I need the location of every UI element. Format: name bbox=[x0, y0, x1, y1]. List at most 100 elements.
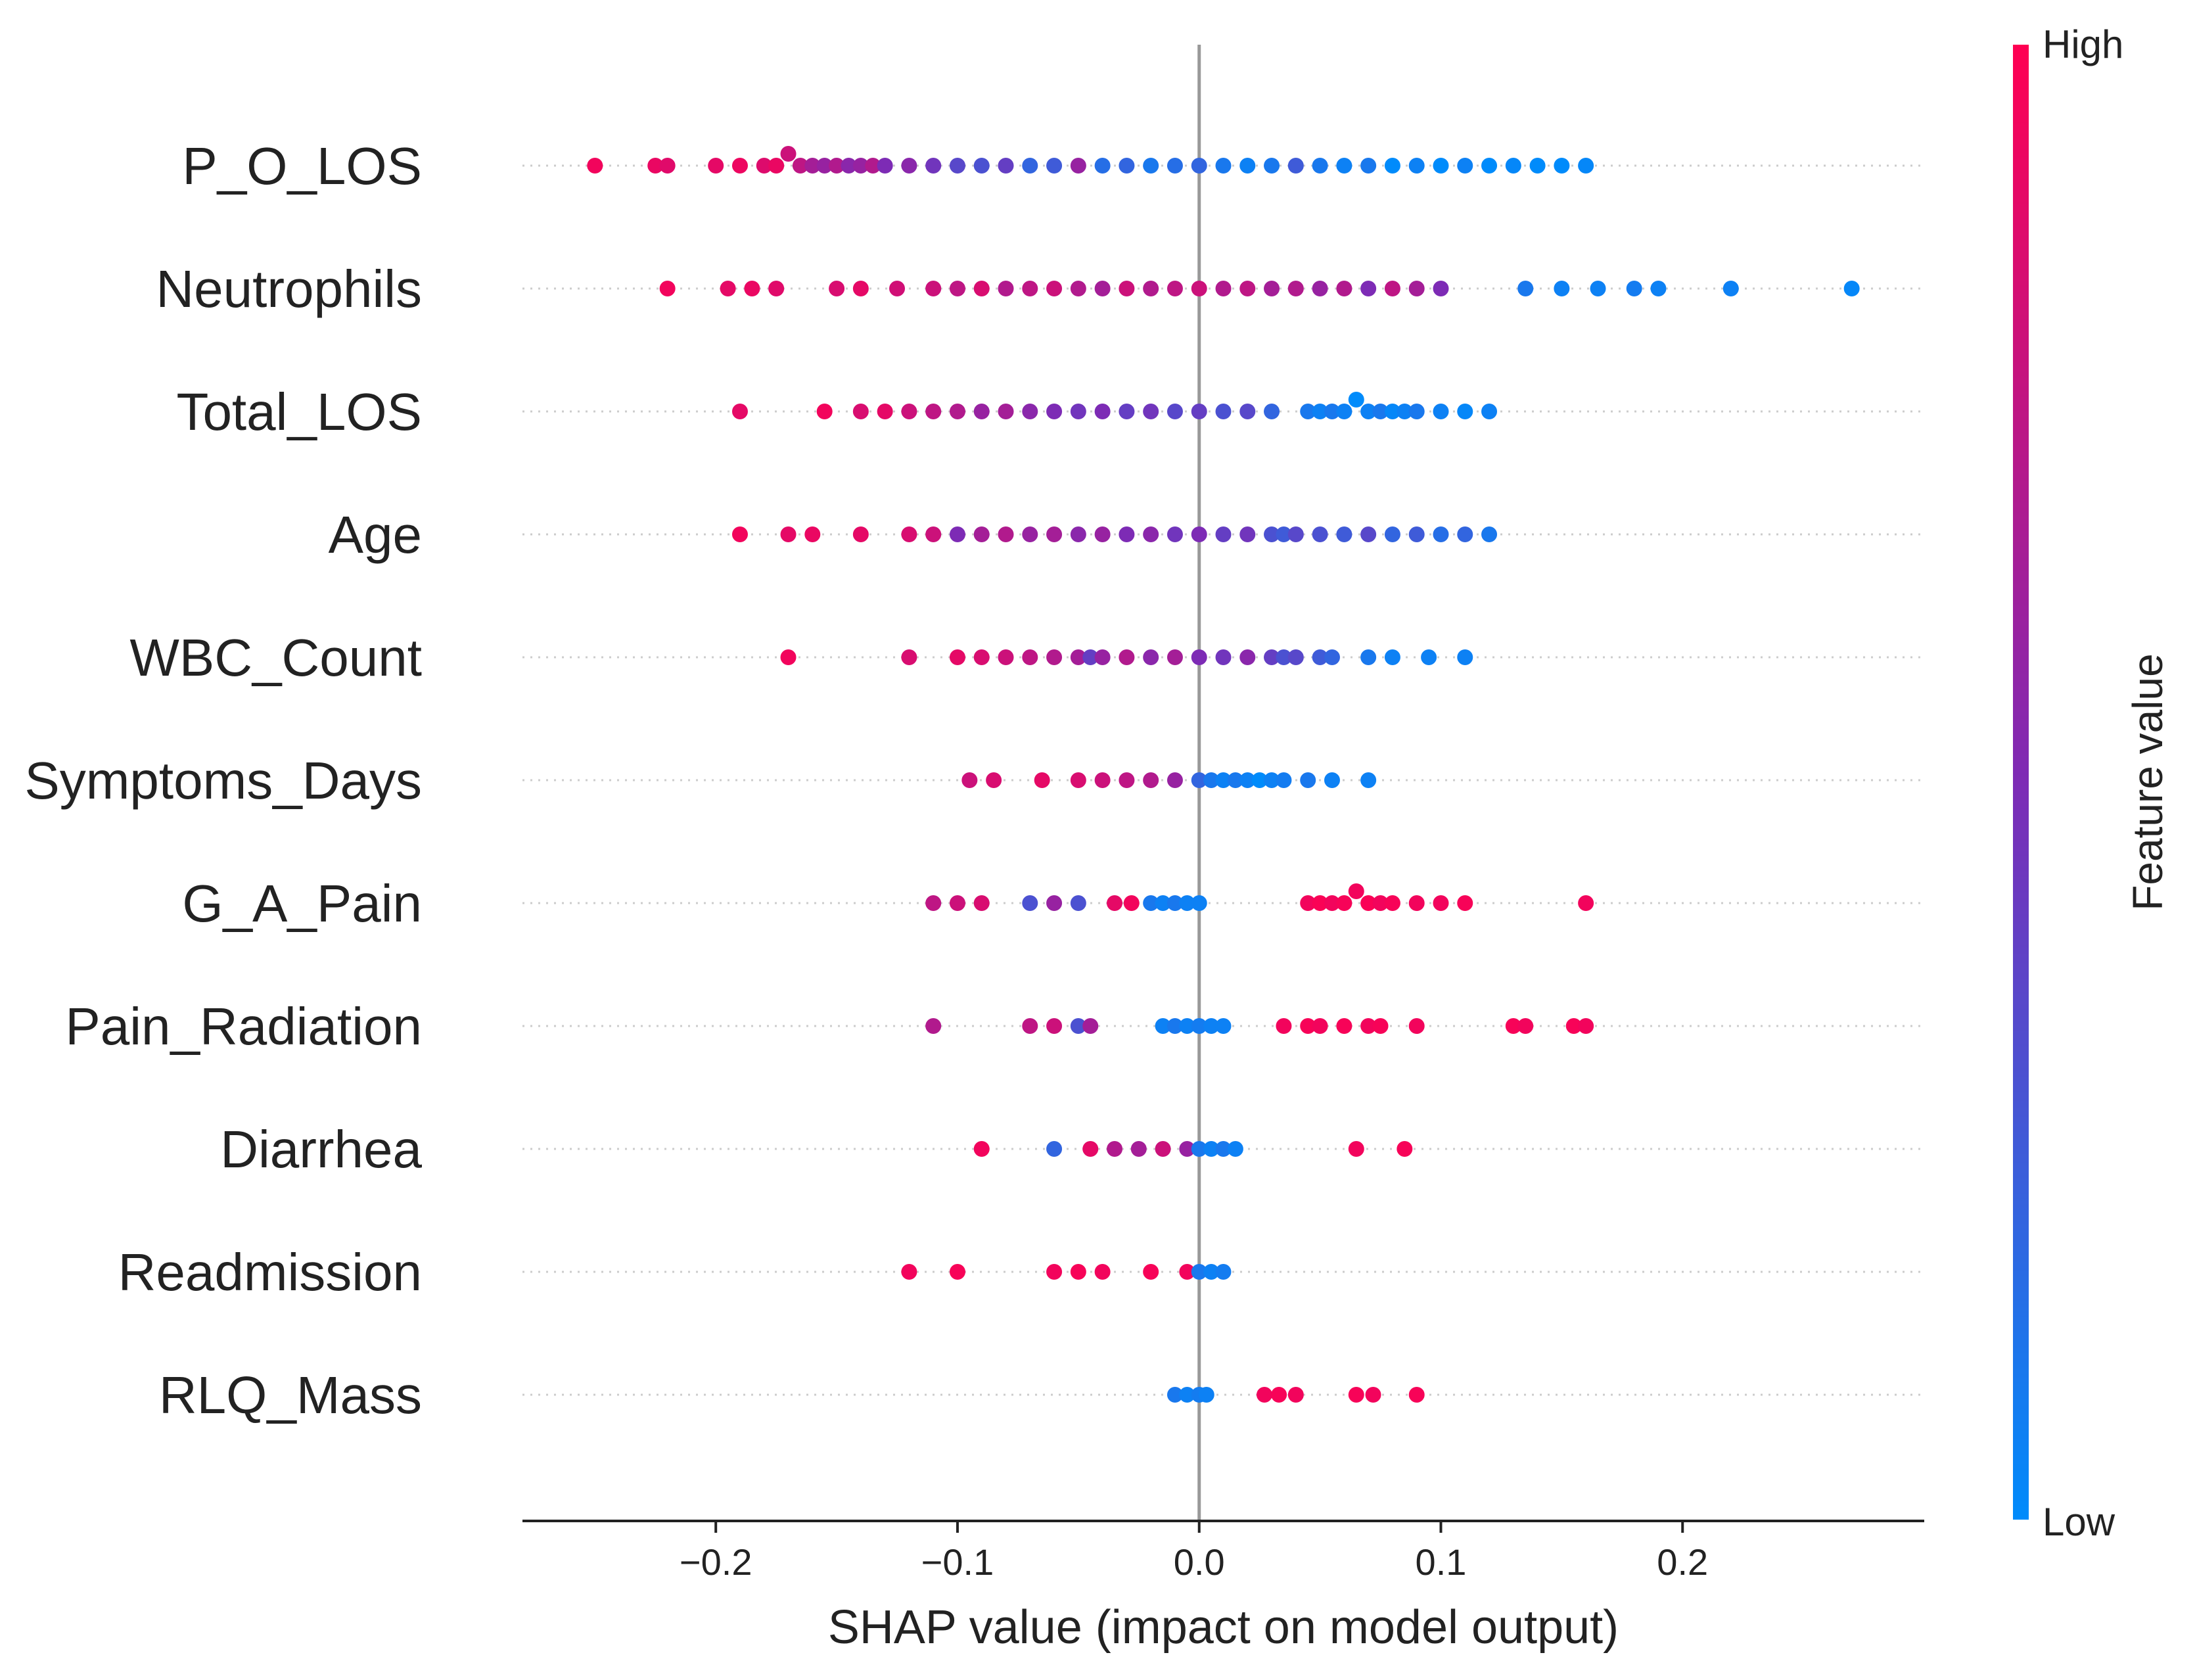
shap-dot bbox=[1397, 404, 1413, 419]
shap-dot bbox=[1300, 895, 1316, 911]
shap-dot bbox=[1384, 404, 1400, 419]
shap-dot bbox=[1179, 1141, 1195, 1157]
shap-dot bbox=[1094, 404, 1111, 419]
shap-dot bbox=[1271, 1387, 1287, 1403]
shap-dot bbox=[780, 649, 797, 665]
shap-dot bbox=[1094, 649, 1111, 665]
shap-dot bbox=[1046, 895, 1063, 911]
shap-dot bbox=[1119, 281, 1135, 296]
shap-dot bbox=[659, 158, 676, 174]
shap-dot bbox=[1408, 404, 1425, 419]
shap-dot bbox=[1167, 649, 1183, 665]
feature-label: RLQ_Mass bbox=[159, 1366, 422, 1424]
shap-dot bbox=[1384, 649, 1400, 665]
shap-dot bbox=[925, 526, 942, 542]
shap-dot bbox=[973, 649, 990, 665]
shap-dot bbox=[1276, 1018, 1292, 1034]
shap-dot bbox=[708, 158, 724, 174]
shap-dot bbox=[852, 404, 869, 419]
shap-dot bbox=[1179, 1018, 1195, 1034]
shap-dot bbox=[1191, 1141, 1207, 1157]
shap-dot bbox=[949, 281, 965, 296]
feature-labels: P_O_LOS Neutrophils Total_LOS Age WBC_Count S… bbox=[24, 137, 422, 1424]
shap-dot bbox=[1360, 895, 1377, 911]
colorbar-title: Feature value bbox=[2124, 653, 2171, 910]
shap-dot bbox=[1215, 649, 1232, 665]
shap-dot bbox=[1239, 404, 1256, 419]
colorbar-high-label: High bbox=[2043, 22, 2123, 66]
shap-dot bbox=[889, 281, 906, 296]
shap-dot bbox=[1348, 1387, 1364, 1403]
shap-dot bbox=[816, 158, 833, 174]
shap-dot bbox=[1215, 1018, 1232, 1034]
shap-dot bbox=[1022, 404, 1038, 419]
shap-dot bbox=[1046, 649, 1063, 665]
shap-dot bbox=[1529, 158, 1546, 174]
shap-dot bbox=[1312, 526, 1328, 542]
shap-dot bbox=[1046, 1264, 1063, 1280]
shap-dot bbox=[1517, 281, 1534, 296]
row-gridlines bbox=[522, 164, 1924, 1396]
shap-dot bbox=[792, 158, 808, 174]
shap-dot bbox=[1312, 1018, 1328, 1034]
shap-dot bbox=[1722, 281, 1739, 296]
shap-dot bbox=[1372, 1018, 1389, 1034]
shap-dot bbox=[1384, 158, 1400, 174]
shap-dot bbox=[829, 158, 845, 174]
shap-dot bbox=[1191, 772, 1207, 788]
shap-dot bbox=[1215, 772, 1232, 788]
shap-dot bbox=[829, 281, 845, 296]
shap-dot bbox=[1191, 649, 1207, 665]
shap-dot bbox=[1070, 649, 1086, 665]
feature-label: Pain_Radiation bbox=[65, 997, 422, 1056]
shap-dot bbox=[925, 158, 942, 174]
shap-dot bbox=[1119, 404, 1135, 419]
shap-dot bbox=[804, 158, 821, 174]
shap-dot bbox=[1324, 404, 1340, 419]
shap-dot bbox=[949, 158, 965, 174]
x-tick-label: 0.0 bbox=[1174, 1541, 1225, 1583]
shap-dot bbox=[949, 895, 965, 911]
shap-dot bbox=[1143, 158, 1159, 174]
shap-dot bbox=[1203, 1264, 1220, 1280]
shap-dot bbox=[1119, 526, 1135, 542]
shap-dot bbox=[587, 158, 603, 174]
shap-dot bbox=[1119, 158, 1135, 174]
shap-dot bbox=[1094, 526, 1111, 542]
shap-dot bbox=[901, 1264, 917, 1280]
shap-dot bbox=[1215, 526, 1232, 542]
shap-dot bbox=[1348, 392, 1364, 408]
shap-dot bbox=[1070, 895, 1086, 911]
x-tick-label: −0.1 bbox=[921, 1541, 994, 1583]
shap-dot bbox=[816, 404, 833, 419]
shap-dot bbox=[973, 1141, 990, 1157]
x-axis-title: SHAP value (impact on model output) bbox=[828, 1601, 1619, 1654]
shap-dot bbox=[1360, 1018, 1377, 1034]
shap-dot bbox=[1191, 1264, 1207, 1280]
x-tick-label: −0.2 bbox=[680, 1541, 752, 1583]
shap-dot bbox=[1094, 1264, 1111, 1280]
shap-dot bbox=[1650, 281, 1667, 296]
shap-dot bbox=[1094, 772, 1111, 788]
shap-dot bbox=[1094, 158, 1111, 174]
shap-dot bbox=[1397, 1141, 1413, 1157]
shap-dot bbox=[1191, 895, 1207, 911]
shap-dot bbox=[1590, 281, 1606, 296]
shap-dot bbox=[1070, 158, 1086, 174]
shap-dot bbox=[768, 281, 785, 296]
shap-dot bbox=[1191, 1018, 1207, 1034]
shap-dot bbox=[1143, 526, 1159, 542]
shap-dot bbox=[1070, 1018, 1086, 1034]
x-tick-label: 0.1 bbox=[1416, 1541, 1467, 1583]
shap-dot bbox=[1505, 158, 1521, 174]
feature-label: P_O_LOS bbox=[182, 137, 422, 195]
shap-dot bbox=[1143, 1264, 1159, 1280]
shap-dot bbox=[949, 1264, 965, 1280]
shap-dot bbox=[1336, 1018, 1352, 1034]
shap-dot bbox=[744, 281, 760, 296]
shap-dot bbox=[1360, 649, 1377, 665]
shap-dot bbox=[1203, 1141, 1220, 1157]
shap-dot bbox=[1227, 772, 1243, 788]
shap-dot bbox=[1421, 649, 1437, 665]
shap-dot bbox=[1433, 281, 1449, 296]
